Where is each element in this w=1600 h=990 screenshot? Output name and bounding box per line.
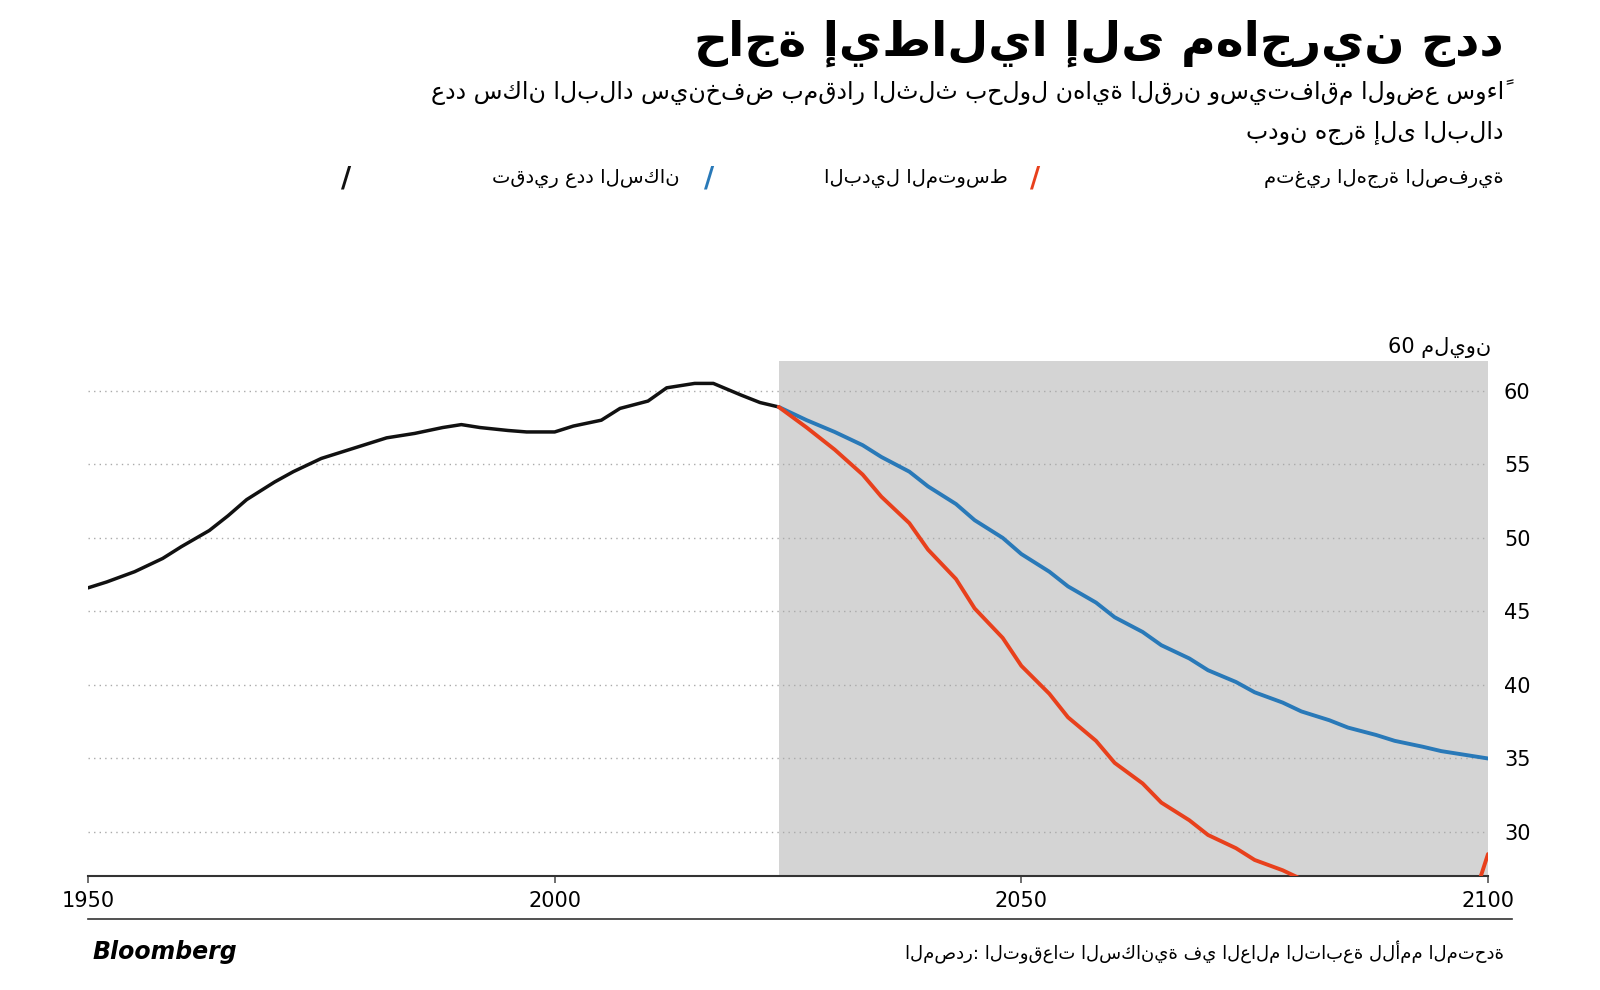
- Text: حاجة إيطاليا إلى مهاجرين جدد: حاجة إيطاليا إلى مهاجرين جدد: [694, 20, 1504, 67]
- Text: /: /: [341, 164, 350, 192]
- Text: 60 مليون: 60 مليون: [1389, 338, 1491, 358]
- Text: بدون هجرة إلى البلاد: بدون هجرة إلى البلاد: [1246, 121, 1504, 145]
- Text: المصدر: التوقعات السكانية في العالم التابعة للأمم المتحدة: المصدر: التوقعات السكانية في العالم التا…: [906, 940, 1504, 964]
- Text: البديل المتوسط: البديل المتوسط: [824, 168, 1008, 188]
- Text: عدد سكان البلاد سينخفض بمقدار الثلث بحلول نهاية القرن وسيتفاقم الوضع سوءاً: عدد سكان البلاد سينخفض بمقدار الثلث بحلو…: [430, 79, 1504, 105]
- Text: /: /: [1030, 164, 1040, 192]
- Text: Bloomberg: Bloomberg: [93, 940, 237, 964]
- Bar: [779, 361, 1498, 876]
- Text: /: /: [704, 164, 714, 192]
- Text: متغير الهجرة الصفرية: متغير الهجرة الصفرية: [1264, 168, 1504, 188]
- Text: تقدير عدد السكان: تقدير عدد السكان: [493, 168, 680, 188]
